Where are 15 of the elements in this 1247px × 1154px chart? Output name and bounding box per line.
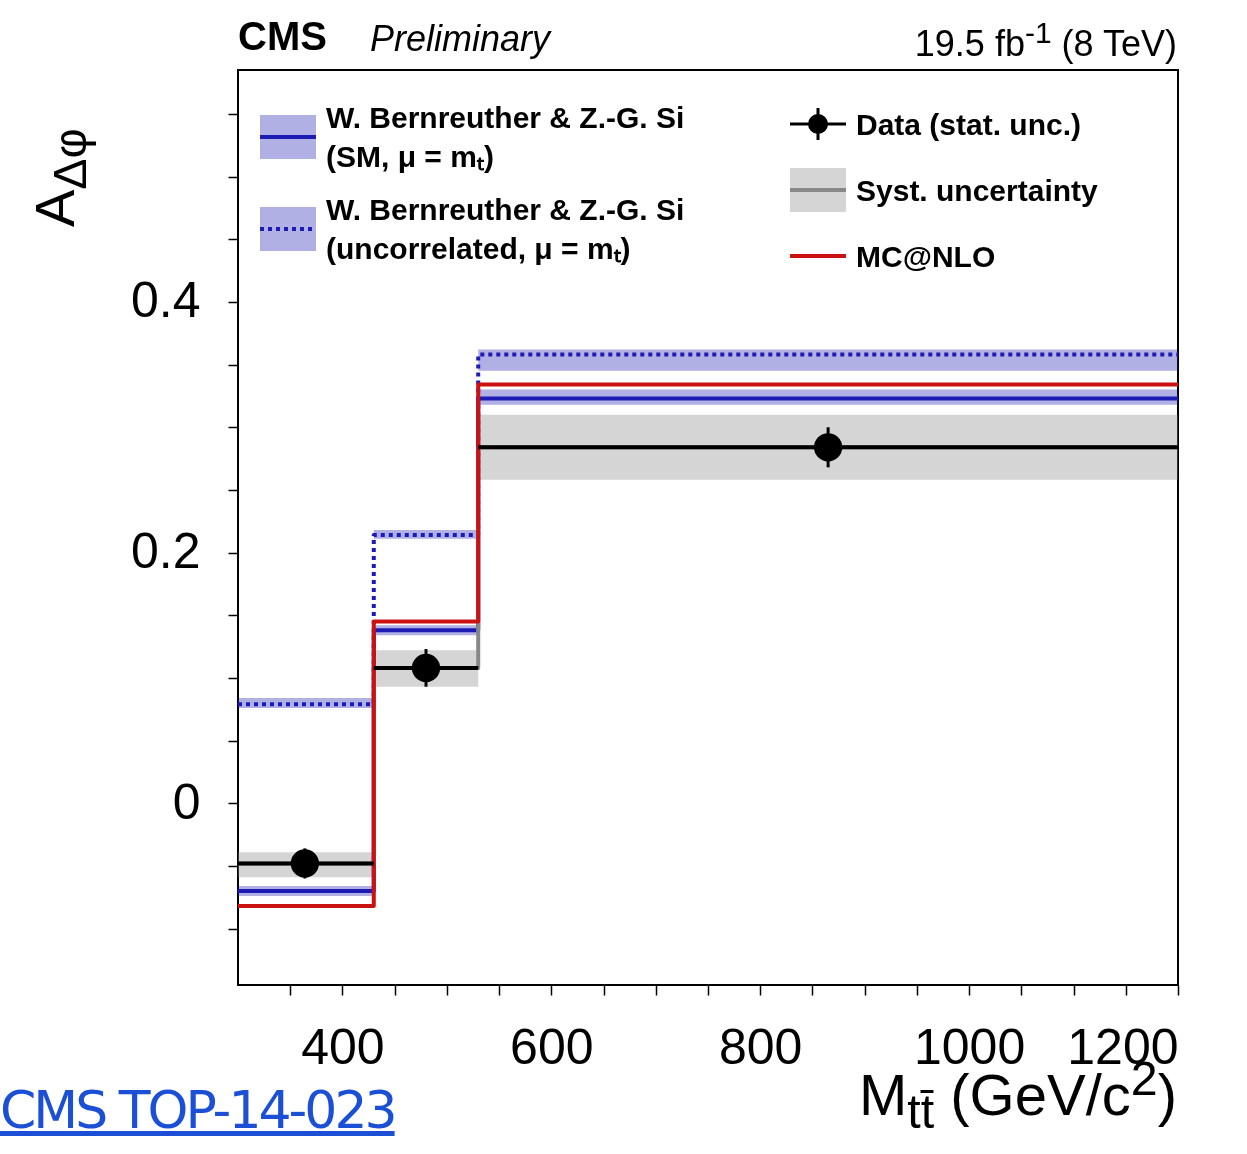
y-tick-label: 0.4 xyxy=(130,272,201,329)
x-tick-label: 600 xyxy=(510,1018,594,1075)
legend-label: Data (stat. unc.) xyxy=(856,106,1082,143)
x-tick-label: 800 xyxy=(719,1018,803,1075)
legend-label: W. Bernreuther & Z.-G. Si (SM, μ = mₜ) xyxy=(326,100,686,175)
y-tick-label: 0 xyxy=(172,773,201,830)
legend-label: Syst. uncertainty xyxy=(856,172,1098,209)
text: CMS TOP-14-023 xyxy=(0,1080,395,1140)
x-tick-label: 400 xyxy=(301,1018,385,1075)
chart-title: CMS xyxy=(238,14,327,59)
y-tick-label: 0.2 xyxy=(130,523,201,580)
chart-subtitle: Preliminary xyxy=(370,18,551,60)
legend-label: W. Bernreuther & Z.-G. Si (uncorrelated, μ = mₜ) xyxy=(326,192,686,267)
legend-label: MC@NLO xyxy=(856,238,996,275)
text: 19.5 fb$^{-1}$ (8 TeV) xyxy=(914,16,1177,65)
